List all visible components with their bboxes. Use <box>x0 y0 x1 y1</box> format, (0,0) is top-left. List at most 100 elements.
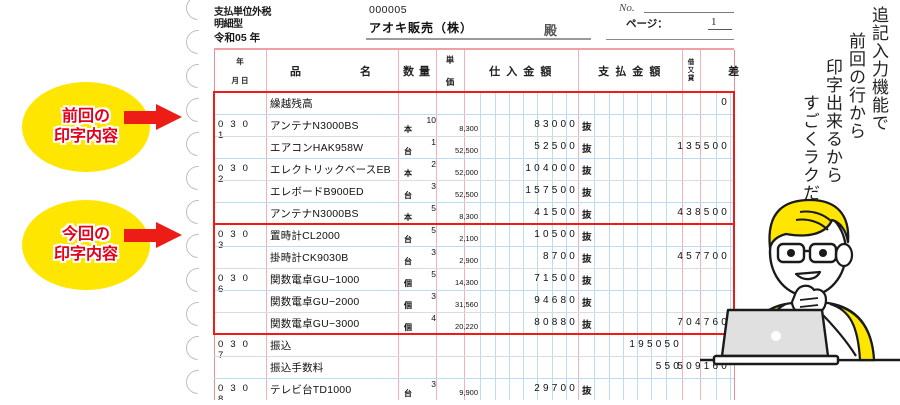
illustration-svg <box>700 198 900 366</box>
row-separator <box>214 136 734 137</box>
table-row[interactable]: 繰越残高 0 <box>214 93 734 115</box>
arrow-icon-current <box>124 222 182 248</box>
row-separator <box>214 356 734 357</box>
cell-item-name: エアコンHAK958W <box>270 142 364 154</box>
table-row[interactable]: 0 3 0 2 エレクトリックベースEB 本 2 52,000 104000 抜 <box>214 159 734 185</box>
cell-item-name: アンテナN3000BS <box>270 120 359 132</box>
customer-underline <box>366 38 591 40</box>
cell-item-name: 関数電卓GU−1000 <box>270 274 360 286</box>
cell-item-name: 置時計CL2000 <box>270 230 341 242</box>
row-separator <box>214 158 734 159</box>
cell-unit: 台 <box>404 191 412 200</box>
cell-tax-mark: 抜 <box>582 254 592 265</box>
speech-column-1: 追記入力機能で <box>868 6 888 132</box>
table-row[interactable]: 0 3 0 3 置時計CL2000 台 5 2,100 10500 抜 <box>214 225 734 251</box>
binder-hole <box>186 93 215 127</box>
cell-unit-price: 31,560 <box>455 300 478 309</box>
cell-balance: 509160 <box>677 361 730 372</box>
cell-purchase-amount: 41500 <box>534 207 578 218</box>
cell-tax-mark: 抜 <box>582 166 592 177</box>
callout-current-line2: 印字内容 <box>53 246 118 263</box>
table-row[interactable]: 関数電卓GU−2000 個 3 31,560 94680 抜 <box>214 291 734 313</box>
cell-purchase-amount: 29700 <box>534 383 578 394</box>
page-label: ページ： <box>626 18 668 30</box>
cell-purchase-amount: 71500 <box>534 273 578 284</box>
cell-purchase-amount: 10500 <box>534 229 578 240</box>
cell-item-name: エレボードB900ED <box>270 186 364 198</box>
cell-unit-price: 14,300 <box>455 278 478 287</box>
cell-tax-mark: 抜 <box>582 276 592 287</box>
speech-column-3: 印字出来るから <box>822 58 842 184</box>
cell-tax-mark: 抜 <box>582 298 592 309</box>
cell-unit: 個 <box>404 279 412 288</box>
cell-item-name: 振込 <box>270 340 292 352</box>
cell-quantity: 3 <box>431 181 436 191</box>
binder-hole <box>186 195 215 229</box>
cell-purchase-amount: 104000 <box>525 163 578 174</box>
cell-tax-mark: 抜 <box>582 144 592 155</box>
col-header-item-name: 品 名 <box>290 66 374 78</box>
binder-hole <box>186 25 215 59</box>
cell-unit: 台 <box>404 257 412 266</box>
cell-unit: 本 <box>404 125 412 134</box>
cell-purchase-amount: 94680 <box>534 295 578 306</box>
cell-item-name: 関数電卓GU−3000 <box>270 318 360 330</box>
cell-unit-price: 9,900 <box>459 388 478 397</box>
cell-balance: 0 <box>721 97 730 108</box>
grid-vertical-line <box>266 50 267 400</box>
era-year: 令和05 年 <box>214 32 261 44</box>
cell-unit-price: 2,100 <box>459 234 478 243</box>
table-row[interactable]: 関数電卓GU−3000 個 4 20,220 80880 抜 704760 <box>214 313 734 335</box>
cell-item-name: 繰越残高 <box>270 98 313 110</box>
cell-purchase-amount: 157500 <box>525 185 578 196</box>
callout-previous-line2: 印字内容 <box>53 128 118 145</box>
cell-item-name: 関数電卓GU−2000 <box>270 296 360 308</box>
col-header-balance: 差 引 残 高 <box>728 66 740 78</box>
col-header-quantity: 数 量 <box>402 66 432 78</box>
cell-balance: 438500 <box>677 207 730 218</box>
table-row[interactable]: 掛時計CK9030B 台 3 2,900 8700 抜 457700 <box>214 247 734 269</box>
table-row[interactable]: 0 3 0 7 振込 195050 <box>214 335 734 361</box>
cell-unit: 個 <box>404 301 412 310</box>
cell-tax-mark: 抜 <box>582 188 592 199</box>
honorific: 殿 <box>544 23 558 38</box>
cell-tax-mark: 抜 <box>582 232 592 243</box>
cell-tax-mark: 抜 <box>582 320 592 331</box>
customer-code: 000005 <box>369 4 408 16</box>
table-row[interactable]: 振込手数料 550 509160 <box>214 357 734 379</box>
cell-unit: 本 <box>404 169 412 178</box>
table-row[interactable]: 0 3 0 1 アンテナN3000BS 本 10 8,300 83000 抜 <box>214 115 734 141</box>
col-header-date-top: 年 <box>236 57 244 66</box>
callout-badge-current: 今回の 印字内容 <box>22 200 150 290</box>
row-separator <box>214 378 734 379</box>
customer-name: アオキ販売（株） <box>369 21 474 35</box>
page-value: 1 <box>711 16 717 28</box>
cell-unit: 個 <box>404 323 412 332</box>
cell-quantity: 3 <box>431 291 436 301</box>
callout-badge-previous: 前回の 印字内容 <box>22 82 150 172</box>
cell-balance: 135500 <box>677 141 730 152</box>
cell-payment-amount: 195050 <box>629 339 682 350</box>
cell-item-name: 掛時計CK9030B <box>270 252 349 264</box>
cell-quantity: 1 <box>431 137 436 147</box>
grid-vertical-line <box>700 50 701 400</box>
row-separator <box>214 114 734 115</box>
grid-vertical-line <box>464 50 465 400</box>
sheet-header: 支払単位外税 明細型 令和05 年 000005 アオキ販売（株） 殿 No. … <box>214 2 734 48</box>
table-row[interactable]: エレボードB900ED 台 3 52,500 157500 抜 <box>214 181 734 203</box>
cell-unit-price: 52,500 <box>455 146 478 155</box>
table-row[interactable]: 0 3 0 8 テレビ台TD1000 台 3 9,900 29700 抜 <box>214 379 734 400</box>
cell-date: 0 3 0 2 <box>218 163 251 185</box>
row-separator <box>214 246 734 247</box>
table-row[interactable]: 0 3 0 6 関数電卓GU−1000 個 5 14,300 71500 抜 <box>214 269 734 295</box>
col-header-date-bottom: 月 日 <box>231 76 249 85</box>
row-separator <box>214 180 734 181</box>
col-header-date: 年 月 日 <box>214 50 266 92</box>
cell-purchase-amount: 83000 <box>534 119 578 130</box>
table-row[interactable]: エアコンHAK958W 台 1 52,500 52500 抜 135500 <box>214 137 734 159</box>
cell-quantity: 4 <box>431 313 436 323</box>
col-header-payment-amount: 支 払 金 額 <box>598 66 662 78</box>
grid-top-rule <box>214 48 734 50</box>
page-block-underline <box>606 39 734 40</box>
cell-balance: 704760 <box>677 317 730 328</box>
